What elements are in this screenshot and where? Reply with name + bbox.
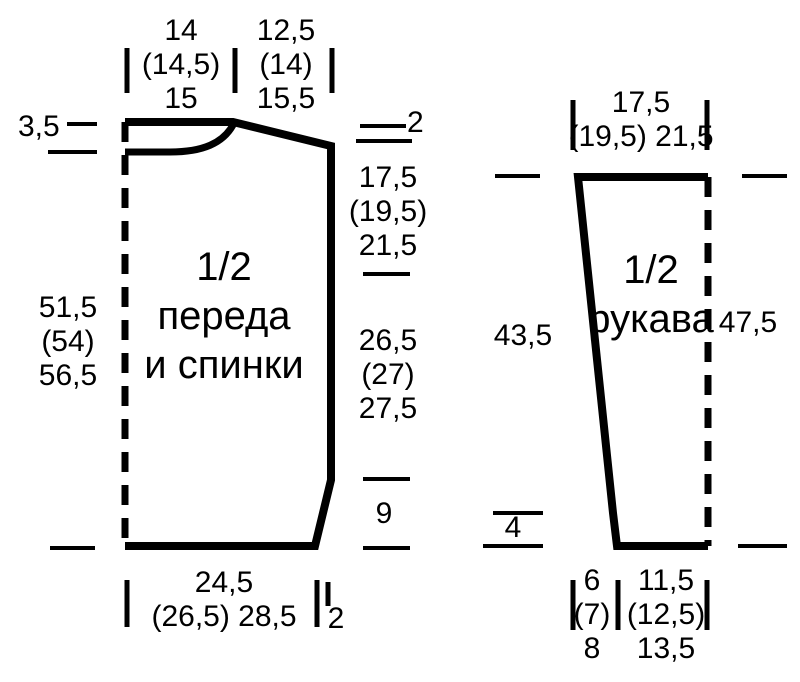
tick-marks xyxy=(124,48,710,630)
measure-total-length: 51,5 (54) 56,5 xyxy=(38,291,98,392)
measure-front-neck-drop: 3,5 xyxy=(18,110,60,143)
measure-cuff-width: 11,5 (12,5) 13,5 xyxy=(626,564,706,665)
measure-sleeve-slant-width: 6 (7) 8 xyxy=(573,564,611,665)
measure-sleeve-back-length: 47,5 xyxy=(718,306,778,339)
sleeve-outline xyxy=(573,173,708,550)
sleeve-piece-label: 1/2 рукава xyxy=(588,248,714,341)
measure-sleeve-front-length: 43,5 xyxy=(493,319,553,352)
measure-armhole-depth: 17,5 (19,5) 21,5 xyxy=(348,161,428,262)
measure-shoulder-slope: 2 xyxy=(407,106,424,139)
measure-vent-height: 9 xyxy=(375,497,393,530)
measure-sleeve-top-width: 17,5 (19,5) 21,5 xyxy=(568,86,714,153)
measure-cuff-height: 4 xyxy=(504,511,522,544)
measure-bottom-width: 24,5 (26,5) 28,5 xyxy=(151,566,297,633)
extension-marks xyxy=(48,122,787,550)
measure-shoulder-width: 12,5 (14) 15,5 xyxy=(256,14,316,115)
front-back-piece-label: 1/2 переда и спинки xyxy=(144,245,304,387)
measure-neck-width: 14 (14,5) 15 xyxy=(141,14,221,115)
measure-side-length: 26,5 (27) 27,5 xyxy=(358,324,418,425)
measure-vent-inset: 2 xyxy=(327,602,345,635)
front-neckline-curve xyxy=(125,123,237,156)
front-back-outline xyxy=(125,118,335,550)
